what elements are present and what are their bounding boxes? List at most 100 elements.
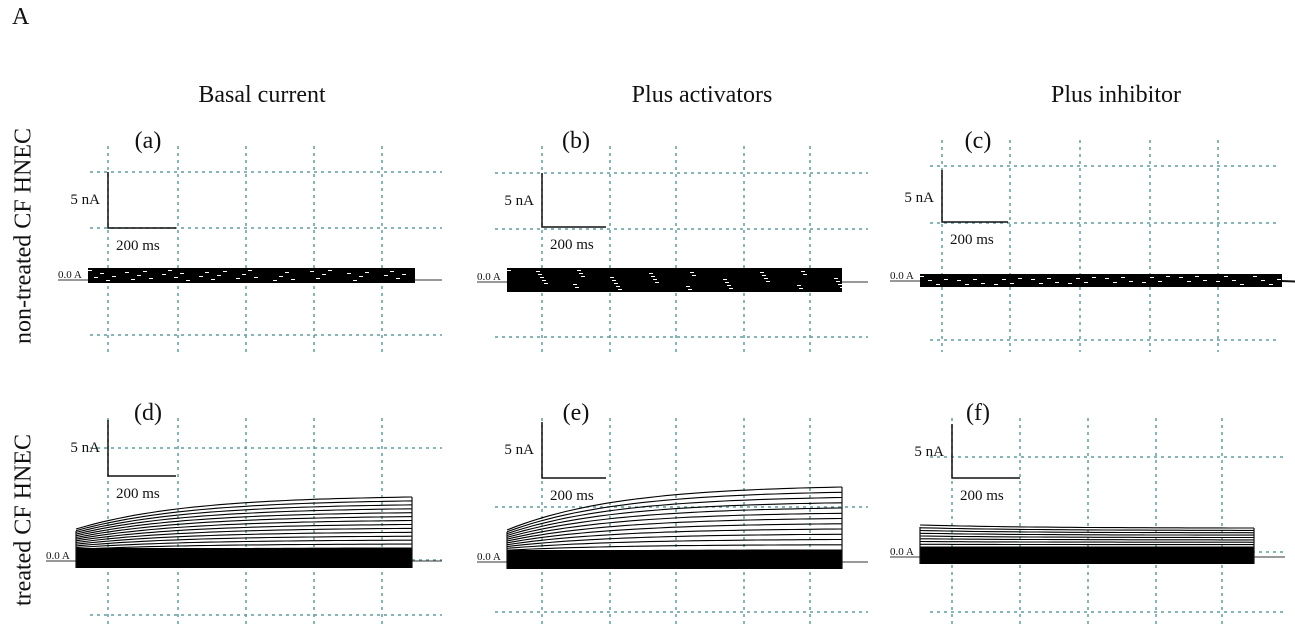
panel-c-trace-noise <box>1195 276 1199 277</box>
panel-d-current-trace <box>75 504 413 533</box>
panel-b-trace-noise <box>723 279 727 280</box>
column-title-inhibitor: Plus inhibitor <box>1050 82 1182 108</box>
panel-a-trace-noise <box>112 276 116 277</box>
panel-f-current-trace <box>919 527 1254 531</box>
panel-b-trace-noise <box>688 289 692 290</box>
panel-d-current-trace <box>75 527 412 544</box>
panel-d-scale-bar <box>107 420 176 477</box>
panel-b-trace-noise <box>610 277 614 278</box>
panel-b-trace-noise <box>536 271 540 272</box>
panel-f-current-trace <box>920 538 1254 541</box>
panel-d-zero-label: 0.0 A <box>46 550 70 562</box>
panel-a-trace-noise <box>106 280 110 281</box>
panel-a-trace-noise <box>223 271 227 272</box>
panel-b-trace-noise <box>618 289 622 290</box>
panel-b-trace-noise <box>544 283 548 284</box>
panel-c-trace-noise <box>1261 280 1265 281</box>
panel-e-current-trace <box>506 491 843 533</box>
panel-b-trace-noise <box>838 284 842 285</box>
panel-d-current-trace <box>75 531 413 545</box>
panel-a-trace-noise <box>353 280 357 281</box>
panel-d-current-trace <box>75 508 413 535</box>
panel-d-current-trace <box>75 500 413 532</box>
panel-b-trace-noise <box>729 288 733 289</box>
panel-c-trace-noise <box>1105 278 1109 279</box>
panel-c-scale-bar <box>941 170 1008 223</box>
panel-c-trace-noise <box>1047 278 1051 279</box>
panel-e-label: (e) <box>563 400 590 426</box>
panel-c-trace-noise <box>1031 279 1035 280</box>
panel-c-trace-noise <box>1084 282 1088 283</box>
panel-b-trace-noise <box>538 274 542 275</box>
panel-a-trace-noise <box>396 278 400 279</box>
panel-a-trace-noise <box>273 280 277 281</box>
panel-a-trace-noise <box>180 273 184 274</box>
figure-letter: A <box>12 4 30 30</box>
panel-b-trace-noise <box>692 275 696 276</box>
panel-b-trace-noise <box>764 278 768 279</box>
panel-b-trace-noise <box>579 273 583 274</box>
panel-f-current-trace <box>919 535 1254 539</box>
panel-c-trace-noise <box>936 284 940 285</box>
panel-b-scale-time: 200 ms <box>550 237 594 253</box>
panel-f-current-trace <box>919 532 1254 536</box>
panel-c-trace-noise <box>1142 282 1146 283</box>
panel-e-current-trace <box>506 549 842 553</box>
panel-a-trace-noise <box>149 278 153 279</box>
panel-f-scale-bar <box>951 424 1020 479</box>
panel-a-trace-noise <box>359 276 363 277</box>
panel-c-trace-noise <box>1113 282 1117 283</box>
panel-a-trace-noise <box>186 280 190 281</box>
panel-a-trace-noise <box>94 277 98 278</box>
panel-c-trace-noise <box>1224 276 1228 277</box>
panel-a-trace-noise <box>291 279 295 280</box>
panel-d-current-trace <box>75 535 413 547</box>
panel-a-trace-noise <box>322 274 326 275</box>
panel-b-trace-noise <box>581 276 585 277</box>
panel-c-trace-noise <box>994 284 998 285</box>
panel-f-current-trace <box>919 529 1255 534</box>
panel-a-scale-time: 200 ms <box>116 238 160 254</box>
panel-b-trace-noise <box>766 281 770 282</box>
panel-f-baseline-traces <box>920 547 1254 564</box>
panel-b-label: (b) <box>562 128 590 154</box>
panel-c-trace-noise <box>1216 281 1220 282</box>
panel-b-trace-noise <box>507 270 511 271</box>
panel-d-current-trace <box>75 543 412 550</box>
panel-e-current-trace <box>506 507 843 538</box>
panel-d-current-trace <box>75 512 413 537</box>
panel-a-trace-noise <box>217 275 221 276</box>
panel-e-current-trace <box>506 502 843 537</box>
panel-b-trace-noise <box>575 287 579 288</box>
panel-d-label: (d) <box>134 400 162 426</box>
panel-d-current-trace <box>75 539 412 549</box>
panel-a-trace-noise <box>347 273 351 274</box>
panel-e-current-trace <box>506 538 842 549</box>
panel-b-trace-noise <box>799 288 803 289</box>
panel-c-trace-noise <box>973 279 977 280</box>
panel-a-trace-noise <box>310 271 314 272</box>
panel-e-current-trace <box>506 512 843 540</box>
panel-c-trace-noise <box>1076 278 1080 279</box>
panel-f-label: (f) <box>966 400 990 426</box>
panel-a-scale-current: 5 nA <box>70 192 100 208</box>
panel-e-scale-bar <box>541 422 606 479</box>
panel-a-trace-noise <box>199 276 203 277</box>
panel-c-trace-noise <box>920 276 924 277</box>
panel-a-trace-noise <box>162 274 166 275</box>
panel-e-scale-time: 200 ms <box>550 488 594 504</box>
panel-a-trace-noise <box>236 278 240 279</box>
panel-a-trace-noise <box>328 270 332 271</box>
panel-a-label: (a) <box>135 128 162 154</box>
panel-c-trace-noise <box>928 280 932 281</box>
panel-f-current-trace <box>919 540 1255 543</box>
panel-d-current-trace <box>75 523 412 542</box>
panel-a-trace-noise <box>168 270 172 271</box>
panel-a-trace-noise <box>316 278 320 279</box>
panel-a-trace-noise <box>248 270 252 271</box>
panel-a-scale-bar <box>107 172 176 229</box>
panel-d-current-trace <box>75 516 413 539</box>
panel-b-trace-noise <box>801 271 805 272</box>
panel-c-trace-noise <box>981 283 985 284</box>
